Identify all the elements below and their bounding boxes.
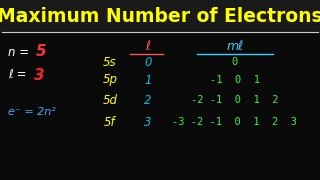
Text: 5d: 5d	[102, 93, 117, 107]
Text: 5: 5	[36, 44, 47, 60]
Text: Maximum Number of Electrons: Maximum Number of Electrons	[0, 8, 320, 26]
Text: 3: 3	[144, 116, 152, 129]
Text: ℓ =: ℓ =	[8, 69, 27, 82]
Text: -1  0  1: -1 0 1	[210, 75, 260, 85]
Text: 5f: 5f	[104, 116, 116, 129]
Text: 0: 0	[232, 57, 238, 67]
Bar	[0, 0, 320, 32]
Text: 1: 1	[144, 73, 152, 87]
Text: ℓ: ℓ	[145, 40, 151, 53]
Text: e⁻ = 2n²: e⁻ = 2n²	[8, 107, 56, 117]
Text: 5p: 5p	[102, 73, 117, 87]
Text: n =: n =	[8, 46, 29, 58]
Text: -3 -2 -1  0  1  2  3: -3 -2 -1 0 1 2 3	[172, 117, 298, 127]
Text: 3: 3	[34, 68, 44, 82]
Text: 0: 0	[144, 55, 152, 69]
Text: 5s: 5s	[103, 55, 117, 69]
Text: -2 -1  0  1  2: -2 -1 0 1 2	[191, 95, 279, 105]
Text: mℓ: mℓ	[226, 40, 244, 53]
Text: 2: 2	[144, 93, 152, 107]
